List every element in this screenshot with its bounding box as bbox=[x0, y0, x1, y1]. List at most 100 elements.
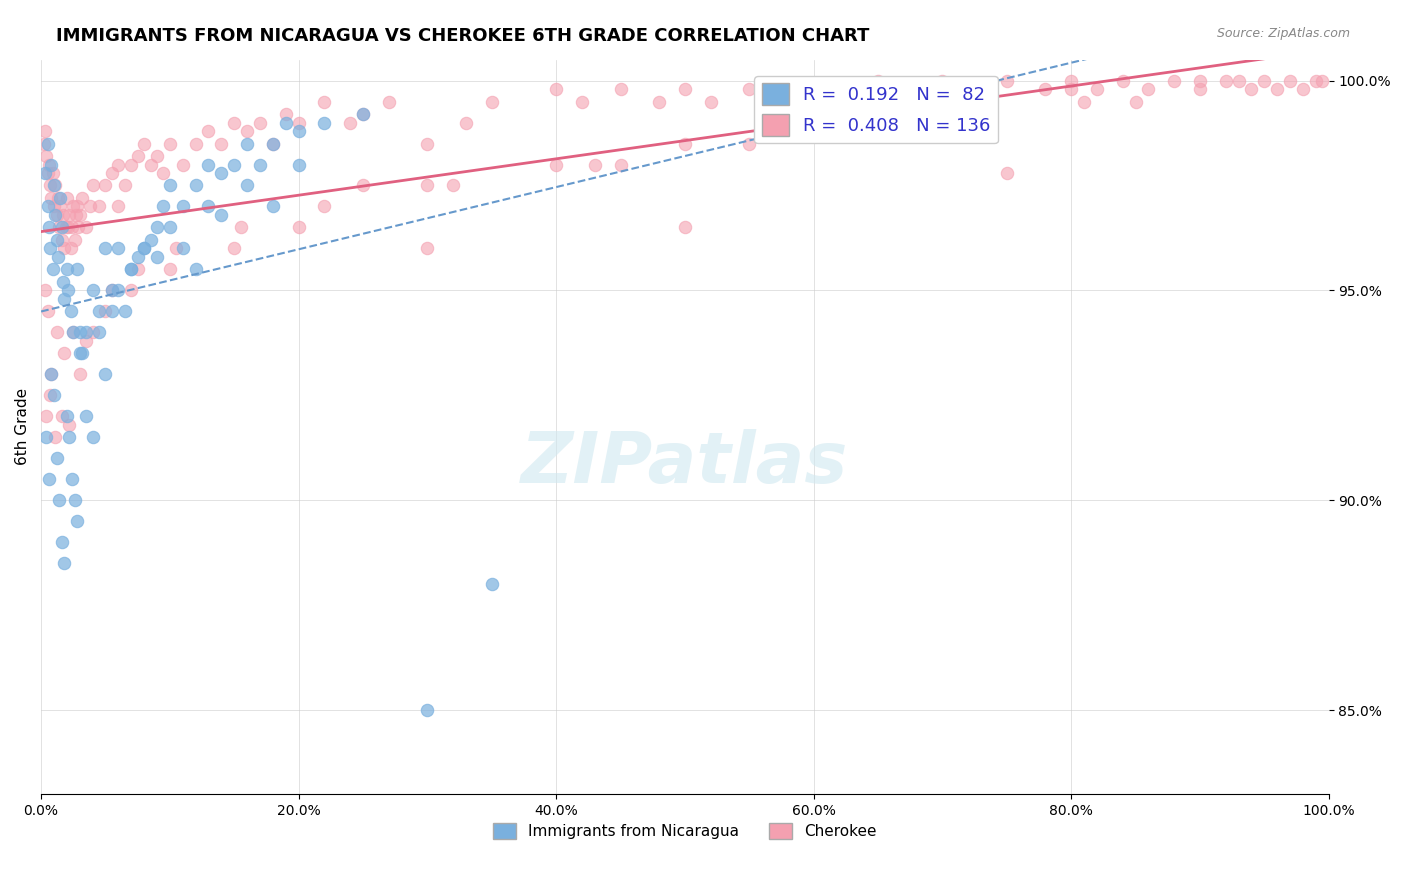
Point bbox=[66, 199, 89, 213]
Point bbox=[197, 199, 219, 213]
Point bbox=[571, 95, 593, 109]
Point bbox=[673, 82, 696, 96]
Point bbox=[481, 577, 503, 591]
Point bbox=[101, 284, 124, 298]
Point bbox=[416, 136, 439, 151]
Point bbox=[38, 220, 60, 235]
Point bbox=[63, 493, 86, 508]
Point bbox=[44, 430, 66, 444]
Point bbox=[127, 262, 149, 277]
Point bbox=[53, 556, 76, 570]
Point bbox=[37, 166, 59, 180]
Point bbox=[41, 191, 63, 205]
Point bbox=[172, 199, 194, 213]
Point bbox=[34, 166, 56, 180]
Point bbox=[107, 284, 129, 298]
Point bbox=[352, 107, 374, 121]
Point bbox=[995, 73, 1018, 87]
Point bbox=[59, 304, 82, 318]
Point bbox=[44, 178, 66, 193]
Point bbox=[69, 326, 91, 340]
Point bbox=[803, 82, 825, 96]
Point bbox=[72, 191, 94, 205]
Point bbox=[314, 199, 336, 213]
Point bbox=[1137, 82, 1160, 96]
Point bbox=[209, 136, 232, 151]
Point bbox=[37, 136, 59, 151]
Point bbox=[60, 472, 83, 486]
Point bbox=[776, 95, 799, 109]
Point bbox=[56, 191, 79, 205]
Point bbox=[159, 178, 181, 193]
Point bbox=[75, 334, 97, 348]
Point bbox=[274, 107, 297, 121]
Point bbox=[209, 208, 232, 222]
Point bbox=[39, 388, 62, 402]
Point bbox=[55, 220, 77, 235]
Point bbox=[1292, 82, 1315, 96]
Point bbox=[249, 115, 271, 129]
Y-axis label: 6th Grade: 6th Grade bbox=[15, 388, 30, 466]
Point bbox=[46, 191, 69, 205]
Point bbox=[609, 157, 631, 171]
Point bbox=[45, 326, 67, 340]
Point bbox=[60, 220, 83, 235]
Point bbox=[995, 166, 1018, 180]
Point bbox=[107, 242, 129, 256]
Point bbox=[1227, 73, 1250, 87]
Point bbox=[583, 157, 606, 171]
Point bbox=[114, 304, 136, 318]
Point bbox=[107, 157, 129, 171]
Point bbox=[970, 82, 993, 96]
Point bbox=[229, 220, 252, 235]
Point bbox=[1240, 82, 1263, 96]
Point bbox=[45, 233, 67, 247]
Point bbox=[1279, 73, 1302, 87]
Point bbox=[49, 191, 72, 205]
Point bbox=[738, 82, 761, 96]
Point bbox=[866, 73, 889, 87]
Point bbox=[803, 115, 825, 129]
Text: ZIPatlas: ZIPatlas bbox=[522, 429, 849, 498]
Point bbox=[75, 220, 97, 235]
Point bbox=[236, 124, 259, 138]
Point bbox=[236, 136, 259, 151]
Point bbox=[37, 199, 59, 213]
Point bbox=[224, 157, 246, 171]
Point bbox=[481, 95, 503, 109]
Point bbox=[609, 82, 631, 96]
Point bbox=[1215, 73, 1237, 87]
Point bbox=[45, 451, 67, 466]
Point bbox=[69, 346, 91, 360]
Legend: Immigrants from Nicaragua, Cherokee: Immigrants from Nicaragua, Cherokee bbox=[486, 817, 883, 845]
Text: IMMIGRANTS FROM NICARAGUA VS CHEROKEE 6TH GRADE CORRELATION CHART: IMMIGRANTS FROM NICARAGUA VS CHEROKEE 6T… bbox=[56, 27, 870, 45]
Point bbox=[224, 242, 246, 256]
Point bbox=[35, 430, 58, 444]
Point bbox=[249, 157, 271, 171]
Point bbox=[120, 157, 142, 171]
Point bbox=[114, 178, 136, 193]
Point bbox=[69, 208, 91, 222]
Point bbox=[197, 157, 219, 171]
Point bbox=[63, 233, 86, 247]
Point bbox=[165, 242, 187, 256]
Point bbox=[94, 242, 117, 256]
Point bbox=[120, 284, 142, 298]
Point bbox=[51, 535, 73, 549]
Point bbox=[52, 275, 75, 289]
Point bbox=[41, 368, 63, 382]
Point bbox=[236, 178, 259, 193]
Point bbox=[197, 124, 219, 138]
Point bbox=[416, 178, 439, 193]
Point bbox=[101, 304, 124, 318]
Point bbox=[1163, 73, 1185, 87]
Point bbox=[51, 233, 73, 247]
Point bbox=[34, 284, 56, 298]
Point bbox=[72, 346, 94, 360]
Point bbox=[45, 208, 67, 222]
Point bbox=[132, 242, 155, 256]
Point bbox=[58, 208, 80, 222]
Point bbox=[69, 368, 91, 382]
Point bbox=[159, 136, 181, 151]
Point bbox=[107, 199, 129, 213]
